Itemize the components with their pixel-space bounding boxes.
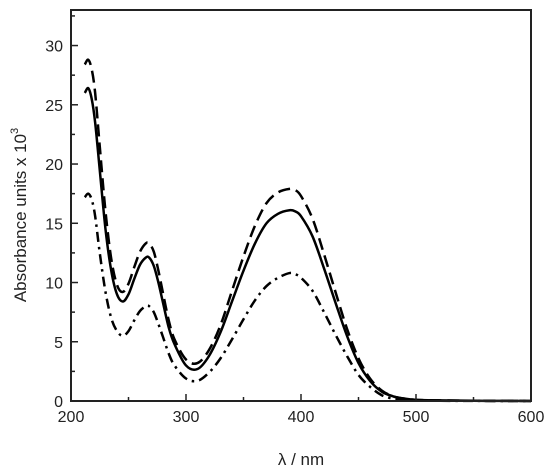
x-tick-label: 400 (288, 409, 315, 426)
series-solid-line (83, 86, 532, 403)
y-tick-label: 5 (54, 335, 63, 352)
series-dashed-line (83, 58, 532, 403)
y-axis-title: Absorbance units x 103 (9, 128, 30, 302)
x-tick-label: 600 (518, 409, 545, 426)
x-tick-label: 200 (58, 409, 85, 426)
y-tick-label: 20 (45, 157, 63, 174)
series-dash-dot-line (83, 192, 532, 403)
x-tick-label: 300 (173, 409, 200, 426)
y-tick-label: 10 (45, 276, 63, 293)
y-tick-label: 0 (54, 394, 63, 411)
y-tick-label: 25 (45, 98, 63, 115)
y-tick-label: 15 (45, 216, 63, 233)
plot-frame (70, 9, 532, 402)
y-axis-title-exponent: 3 (9, 128, 21, 134)
x-tick-label: 500 (403, 409, 430, 426)
x-axis-title: λ / nm (278, 450, 324, 469)
axes-layer: 200 300 400 500 600 0 5 10 15 20 25 30 (45, 9, 545, 426)
y-axis-title-main: Absorbance units x 10 (11, 134, 30, 302)
y-tick-label: 30 (45, 39, 63, 56)
series-layer (83, 58, 532, 403)
